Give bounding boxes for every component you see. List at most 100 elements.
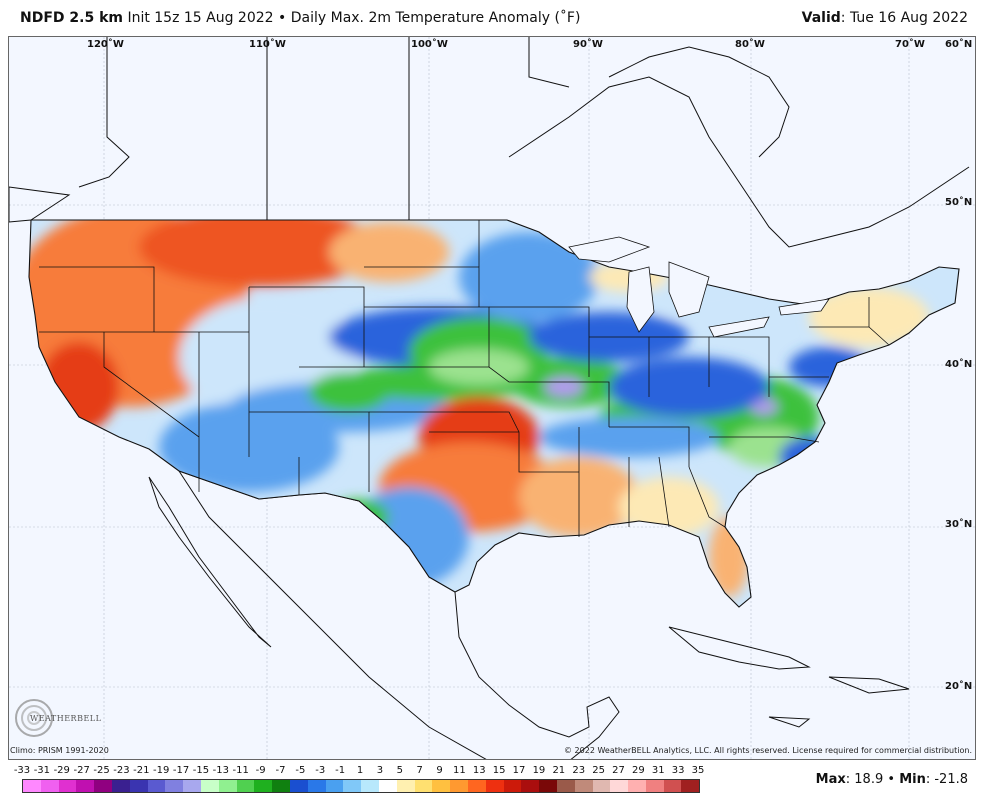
legend-tick: 29 (631, 765, 645, 776)
color-swatch (58, 780, 77, 792)
legend-tick: -9 (255, 765, 266, 776)
legend-tick: 27 (612, 765, 625, 776)
color-swatch (378, 780, 397, 792)
init-time: Init 15z 15 Aug 2022 (127, 10, 274, 26)
legend-tick: -7 (275, 765, 286, 776)
map-panel: 120˚W 110˚W 100˚W 90˚W 80˚W 70˚W 60˚N 50… (8, 36, 976, 760)
color-swatch (521, 780, 540, 792)
color-swatch (556, 780, 575, 792)
color-swatch (183, 780, 201, 792)
stats-bullet: • (887, 772, 896, 787)
legend-tick: -11 (232, 765, 249, 776)
color-swatch (147, 780, 166, 792)
legend-tick: 3 (376, 765, 384, 776)
legend-tick: 1 (356, 765, 364, 776)
lon-label-100w: 100˚W (411, 39, 448, 50)
legend-tick: 19 (532, 765, 546, 776)
legend-tick: -31 (33, 765, 51, 776)
great-lakes (568, 236, 830, 338)
model-name: NDFD 2.5 km (20, 10, 123, 26)
legend-tick: 7 (416, 765, 423, 776)
color-swatch (165, 780, 184, 792)
color-swatch (414, 780, 433, 792)
product-name: Daily Max. 2m Temperature Anomaly (˚F) (290, 10, 581, 26)
color-swatch (610, 780, 629, 792)
header-bar: NDFD 2.5 km Init 15z 15 Aug 2022 • Daily… (0, 0, 984, 36)
min-label: Min (899, 772, 926, 787)
color-swatch (396, 780, 415, 792)
legend-tick: 17 (512, 765, 526, 776)
color-swatch (681, 780, 700, 792)
legend-tick: -33 (13, 765, 31, 776)
max-label: Max (815, 772, 846, 787)
color-swatch (272, 780, 290, 792)
color-swatch (254, 780, 273, 792)
legend-tick: -3 (315, 765, 326, 776)
lon-label-90w: 90˚W (573, 39, 603, 50)
color-swatch (432, 780, 451, 792)
color-swatch (485, 780, 504, 792)
legend-tick: 31 (651, 765, 665, 776)
legend-tick: 9 (436, 765, 443, 776)
legend-tick: 35 (691, 765, 705, 776)
color-swatch (236, 780, 255, 792)
logo-text: WEATHERBELL (30, 714, 102, 723)
color-swatch (450, 780, 468, 792)
color-swatch (23, 780, 41, 792)
color-swatch (663, 780, 682, 792)
legend-tick: 21 (552, 765, 566, 776)
valid-time: Valid: Tue 16 Aug 2022 (802, 10, 968, 26)
state-borders (28, 219, 960, 608)
color-swatch (94, 780, 112, 792)
swirl-icon (15, 699, 53, 737)
legend-tick: -13 (212, 765, 229, 776)
chart-title: NDFD 2.5 km Init 15z 15 Aug 2022 • Daily… (20, 10, 580, 26)
color-swatch (361, 780, 379, 792)
color-swatch (467, 780, 486, 792)
temperature-anomaly-map (9, 37, 975, 759)
color-swatch (307, 780, 326, 792)
legend-tick: -27 (73, 765, 90, 776)
lon-label-70w: 70˚W (895, 39, 925, 50)
color-swatch (76, 780, 95, 792)
legend-tick: -17 (172, 765, 190, 776)
color-swatch (218, 780, 237, 792)
valid-label: Valid (801, 10, 841, 26)
lat-label-40n: 40˚N (945, 359, 973, 370)
legend-tick: -5 (295, 765, 306, 776)
legend-tick: 25 (592, 765, 605, 776)
valid-value: : Tue 16 Aug 2022 (840, 10, 968, 26)
legend-tick: -23 (113, 765, 130, 776)
lon-label-120w: 120˚W (87, 39, 124, 50)
color-swatch (200, 780, 219, 792)
legend-tick: -15 (192, 765, 210, 776)
color-swatch (343, 780, 362, 792)
lat-label-50n: 50˚N (945, 197, 973, 208)
copyright-notice: © 2022 WeatherBELL Analytics, LLC. All r… (564, 746, 972, 755)
title-separator: • (278, 10, 287, 26)
lat-label-60n: 60˚N (945, 39, 973, 50)
color-swatch (539, 780, 557, 792)
lon-label-110w: 110˚W (249, 39, 286, 50)
color-swatch (645, 780, 664, 792)
legend-tick: -1 (335, 765, 346, 776)
lat-label-30n: 30˚N (945, 519, 973, 530)
color-swatch (628, 780, 646, 792)
legend-tick: 11 (453, 765, 466, 776)
legend-tick: 15 (492, 765, 506, 776)
color-scale-bar (22, 779, 700, 793)
legend-tick: -25 (93, 765, 110, 776)
legend-tick: -29 (53, 765, 70, 776)
climo-label: Climo: PRISM 1991-2020 (10, 746, 109, 755)
max-value: : 18.9 (845, 772, 884, 787)
legend-tick: 23 (572, 765, 586, 776)
weatherbell-logo: WEATHERBELL (12, 696, 101, 740)
legend-tick: 33 (671, 765, 685, 776)
lon-label-80w: 80˚W (735, 39, 765, 50)
color-swatch (574, 780, 593, 792)
color-swatch (503, 780, 522, 792)
max-min-stats: Max: 18.9 • Min: -21.8 (816, 772, 968, 787)
legend-tick: -21 (133, 765, 150, 776)
min-value: : -21.8 (925, 772, 968, 787)
color-swatch (592, 780, 611, 792)
